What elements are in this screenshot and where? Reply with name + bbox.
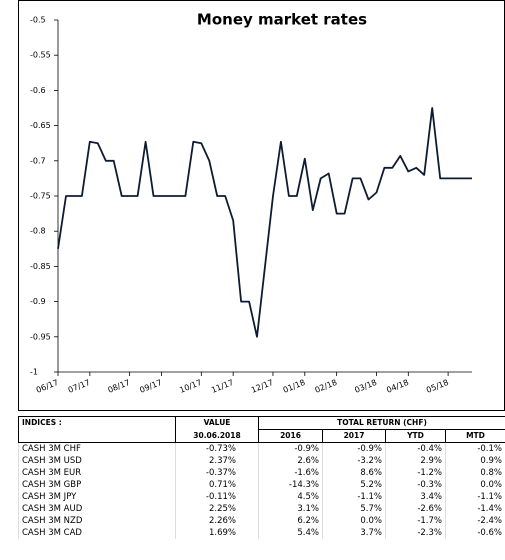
- value-cell: -2.4%: [445, 515, 505, 527]
- x-tick-label: 05/18: [425, 378, 450, 395]
- header-row: INDICES : VALUE TOTAL RETURN (CHF): [18, 416, 505, 443]
- value-cell: 2.37%: [175, 455, 259, 467]
- name-cell: CASH 3M JPY: [18, 491, 176, 503]
- name-cell: CASH 3M CAD: [18, 527, 176, 539]
- y-tick-label: -0.9: [30, 297, 46, 306]
- table-row: CASH 3M GBP 0.71% -14.3% 5.2% -0.3% 0.0%: [18, 479, 505, 491]
- value-cell: -14.3%: [258, 479, 323, 491]
- subheader-cell: YTD: [385, 429, 446, 443]
- x-tick-label: 10/17: [178, 378, 203, 395]
- value-cell: 5.2%: [322, 479, 386, 491]
- value-cell: 2.26%: [175, 515, 259, 527]
- y-tick-label: -0.85: [30, 262, 51, 271]
- value-cell: -3.2%: [322, 455, 386, 467]
- table-row: CASH 3M EUR -0.37% -1.6% 8.6% -1.2% 0.8%: [18, 467, 505, 479]
- x-tick-label: 06/17: [35, 378, 60, 395]
- value-cell: -2.6%: [385, 503, 446, 515]
- value-cell: 0.0%: [322, 515, 386, 527]
- value-cell: -0.11%: [175, 491, 259, 503]
- table-row: CASH 3M USD 2.37% 2.6% -3.2% 2.9% 0.9%: [18, 455, 505, 467]
- value-cell: -1.1%: [322, 491, 386, 503]
- x-tick-label: 02/18: [314, 378, 339, 395]
- value-cell: 4.5%: [258, 491, 323, 503]
- y-tick-label: -0.7: [30, 156, 46, 165]
- x-tick-label: 08/17: [107, 378, 132, 395]
- value-cell: 2.9%: [385, 455, 446, 467]
- x-tick-label: 07/17: [67, 378, 92, 395]
- y-tick-label: -0.55: [30, 51, 51, 60]
- x-tick-label: 11/17: [210, 378, 235, 395]
- x-tick-label: 04/18: [385, 378, 410, 395]
- table-row: CASH 3M CHF -0.73% -0.9% -0.9% -0.4% -0.1%: [18, 442, 505, 455]
- chart-frame: [18, 0, 505, 411]
- subheader-cell: 30.06.2018: [175, 429, 259, 443]
- value-cell: -1.2%: [385, 467, 446, 479]
- value-cell: -0.9%: [322, 442, 386, 455]
- header-cell: TOTAL RETURN (CHF): [258, 416, 505, 430]
- name-cell: CASH 3M NZD: [18, 515, 176, 527]
- value-cell: 0.9%: [445, 455, 505, 467]
- y-tick-label: -0.8: [30, 227, 46, 236]
- value-cell: 6.2%: [258, 515, 323, 527]
- value-cell: -0.9%: [258, 442, 323, 455]
- value-cell: -0.3%: [385, 479, 446, 491]
- value-cell: 2.6%: [258, 455, 323, 467]
- x-tick-label: 01/18: [282, 378, 307, 395]
- subheader-cell: MTD: [445, 429, 505, 443]
- value-cell: 0.8%: [445, 467, 505, 479]
- value-cell: -1.7%: [385, 515, 446, 527]
- table-row: CASH 3M CAD 1.69% 5.4% 3.7% -2.3% -0.6%: [18, 527, 505, 539]
- value-cell: -1.4%: [445, 503, 505, 515]
- value-cell: 8.6%: [322, 467, 386, 479]
- name-cell: CASH 3M USD: [18, 455, 176, 467]
- value-cell: -0.37%: [175, 467, 259, 479]
- value-cell: -0.73%: [175, 442, 259, 455]
- header-cell: INDICES :: [18, 416, 176, 443]
- value-cell: -0.4%: [385, 442, 446, 455]
- subheader-cell: 2016: [258, 429, 323, 443]
- x-tick-label: 09/17: [138, 378, 163, 395]
- line-series: [57, 107, 472, 338]
- name-cell: CASH 3M CHF: [18, 442, 176, 455]
- chart: Money market rates -1 -0.95 -0.9 -0.85 -0.8 -…: [18, 0, 505, 411]
- table-row: CASH 3M JPY -0.11% 4.5% -1.1% 3.4% -1.1%: [18, 491, 505, 503]
- x-tick-label: 03/18: [353, 378, 378, 395]
- name-cell: CASH 3M EUR: [18, 467, 176, 479]
- table-body: CASH 3M CHF -0.73% -0.9% -0.9% -0.4% -0.1% CAS…: [18, 442, 505, 539]
- value-cell: -1.1%: [445, 491, 505, 503]
- value-cell: 3.4%: [385, 491, 446, 503]
- name-cell: CASH 3M AUD: [18, 503, 176, 515]
- value-cell: -0.1%: [445, 442, 505, 455]
- returns-table: INDICES : VALUE TOTAL RETURN (CHF) 30.06…: [18, 416, 505, 539]
- value-cell: 3.1%: [258, 503, 323, 515]
- table-row: CASH 3M AUD 2.25% 3.1% 5.7% -2.6% -1.4%: [18, 503, 505, 515]
- y-tick-label: -1: [30, 368, 38, 377]
- subheader-row: 30.06.2018 2016 2017 YTD MTD: [19, 429, 505, 443]
- value-cell: -1.6%: [258, 467, 323, 479]
- x-tick-label: 12/17: [250, 378, 275, 395]
- table-row: CASH 3M NZD 2.26% 6.2% 0.0% -1.7% -2.4%: [18, 515, 505, 527]
- subheader-cell: 2017: [322, 429, 386, 443]
- value-cell: 2.25%: [175, 503, 259, 515]
- value-cell: 0.0%: [445, 479, 505, 491]
- name-cell: CASH 3M GBP: [18, 479, 176, 491]
- y-tick-label: -0.95: [30, 332, 51, 341]
- value-cell: 0.71%: [175, 479, 259, 491]
- value-cell: 3.7%: [322, 527, 386, 539]
- y-tick-label: -0.5: [30, 16, 46, 25]
- value-cell: -0.6%: [445, 527, 505, 539]
- value-cell: -2.3%: [385, 527, 446, 539]
- value-cell: 1.69%: [175, 527, 259, 539]
- chart-title: Money market rates: [197, 11, 367, 29]
- header-cell: VALUE: [175, 416, 259, 430]
- y-tick-label: -0.65: [30, 121, 51, 130]
- value-cell: 5.4%: [258, 527, 323, 539]
- value-cell: 5.7%: [322, 503, 386, 515]
- y-tick-label: -0.75: [30, 192, 51, 201]
- y-tick-label: -0.6: [30, 86, 46, 95]
